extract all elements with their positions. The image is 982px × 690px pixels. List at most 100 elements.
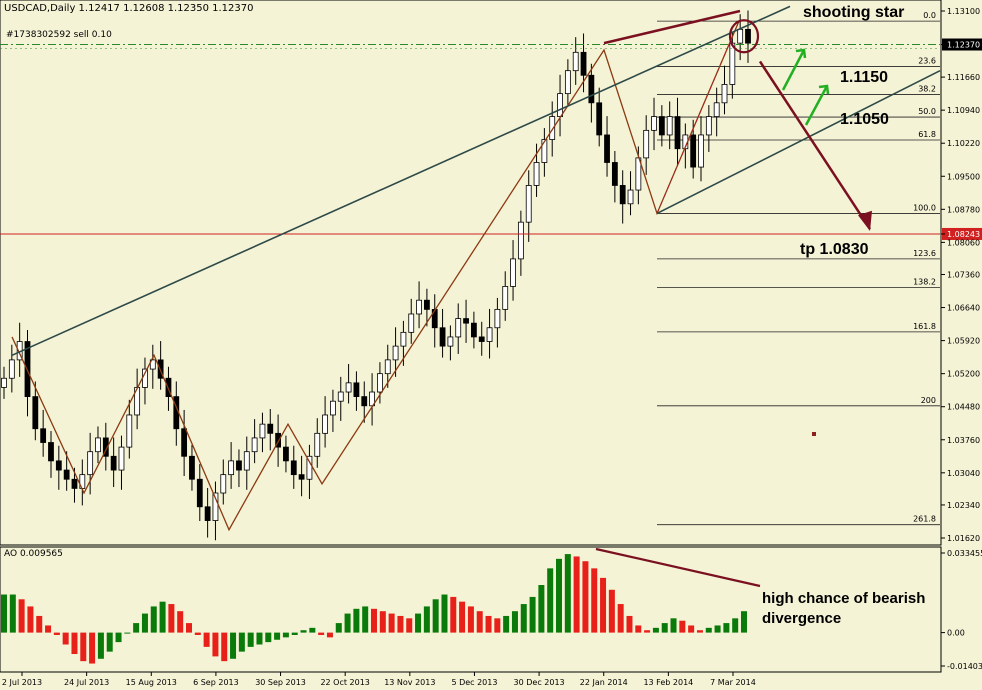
tp-label: tp 1.0830: [800, 241, 869, 258]
candle: [572, 51, 579, 72]
ao-bar: [415, 613, 422, 633]
ao-bar: [591, 568, 598, 633]
price-tick-label: 1.08780: [947, 205, 980, 214]
level-label-1050: 1.1050: [840, 111, 889, 128]
ao-bar: [282, 632, 289, 638]
price-highlight: [942, 38, 982, 51]
ao-bar: [644, 630, 651, 633]
price-tick-label: 1.08243: [947, 230, 980, 239]
ao-bar: [97, 632, 104, 659]
price-tick-label: 1.10220: [947, 139, 980, 148]
candle: [220, 474, 227, 494]
candle: [424, 299, 430, 310]
candle: [95, 437, 101, 453]
price-tick-label: 1.09500: [947, 172, 980, 181]
ao-tick-label: 0.00: [947, 629, 965, 638]
fib-level-label: 38.2: [918, 85, 936, 94]
ao-bar: [432, 599, 439, 633]
ao-bar: [652, 627, 659, 633]
ao-bar: [511, 611, 518, 633]
ao-bar: [529, 596, 536, 633]
date-tick-label: 5 Dec 2013: [451, 678, 497, 687]
candle: [674, 116, 681, 150]
candle: [470, 322, 477, 338]
ao-bar: [547, 568, 554, 633]
price-tick-label: 1.10940: [947, 106, 980, 115]
date-tick-label: 15 Aug 2013: [126, 678, 177, 687]
candle: [525, 185, 532, 223]
ao-bar: [705, 627, 712, 633]
fib-level-label: 261.8: [913, 515, 936, 524]
green-arrow-head: [795, 48, 807, 59]
price-tick-label: 1.03760: [947, 436, 980, 445]
ao-bar: [318, 632, 325, 635]
divergence-label-1: high chance of bearish: [762, 590, 926, 607]
candle: [392, 345, 399, 361]
ao-bar: [459, 601, 466, 633]
price-tick-label: 1.11660: [947, 73, 980, 82]
candle: [71, 478, 78, 489]
ao-bar: [371, 608, 377, 633]
header-symbol: USDCAD,Daily 1.12417 1.12608 1.12350 1.1…: [4, 3, 254, 14]
candle: [290, 460, 297, 476]
ao-bar: [379, 611, 386, 633]
price-tick-label: 1.12370: [947, 41, 980, 50]
ao-bar: [1, 594, 7, 633]
candle: [564, 70, 571, 95]
date-tick-label: 30 Dec 2013: [514, 678, 565, 687]
fib-level-label: 100.0: [913, 203, 936, 212]
candle: [251, 437, 258, 453]
candle: [8, 359, 15, 379]
green-arrow-head: [818, 84, 830, 95]
candle: [48, 442, 54, 462]
down-arrow-line: [758, 60, 872, 230]
candle: [149, 359, 156, 370]
ao-bar: [688, 625, 695, 633]
candle: [698, 134, 704, 168]
ao-bar: [45, 625, 52, 633]
price-tick-label: 1.08060: [947, 238, 980, 247]
ao-bar: [177, 611, 184, 633]
fib-level-label: 23.6: [918, 57, 936, 66]
candle: [345, 382, 352, 393]
price-tick-label: 1.01620: [947, 534, 980, 543]
ao-bar: [582, 561, 589, 633]
ao-bar: [186, 623, 192, 633]
price-tick-label: 1.05200: [947, 370, 980, 379]
fib-level-label: 200: [921, 396, 936, 405]
date-tick-label: 30 Sep 2013: [255, 678, 306, 687]
candle: [463, 318, 469, 324]
candle: [298, 474, 305, 480]
ao-bar: [221, 632, 228, 662]
ao-bar: [397, 615, 404, 633]
candle: [494, 308, 501, 329]
ao-bar: [194, 632, 201, 635]
ao-bar: [247, 632, 254, 647]
candle: [658, 116, 665, 136]
marker-dot: [812, 432, 816, 436]
candle: [416, 299, 422, 315]
candle: [118, 446, 125, 471]
ao-bar: [696, 630, 703, 633]
ao-bar: [89, 632, 96, 664]
ao-bar: [344, 613, 351, 633]
ao-bar: [335, 623, 342, 633]
price-highlight: [942, 227, 982, 240]
ao-title: AO 0.009565: [4, 549, 63, 559]
candle: [110, 455, 117, 471]
date-tick-label: 2 Jul 2013: [2, 678, 42, 687]
candle: [204, 506, 211, 521]
candle: [737, 28, 744, 44]
ao-bar: [238, 632, 245, 652]
candle: [126, 414, 133, 448]
candle: [306, 455, 313, 480]
ao-bar: [309, 627, 316, 633]
candle: [611, 162, 618, 186]
fib-level-label: 138.2: [913, 277, 936, 286]
ao-tick-label: -0.014036: [947, 662, 982, 671]
date-tick-label: 6 Sep 2013: [193, 678, 239, 687]
candle: [721, 84, 728, 104]
candle: [55, 460, 62, 471]
fib-level-label: 161.8: [913, 322, 936, 331]
